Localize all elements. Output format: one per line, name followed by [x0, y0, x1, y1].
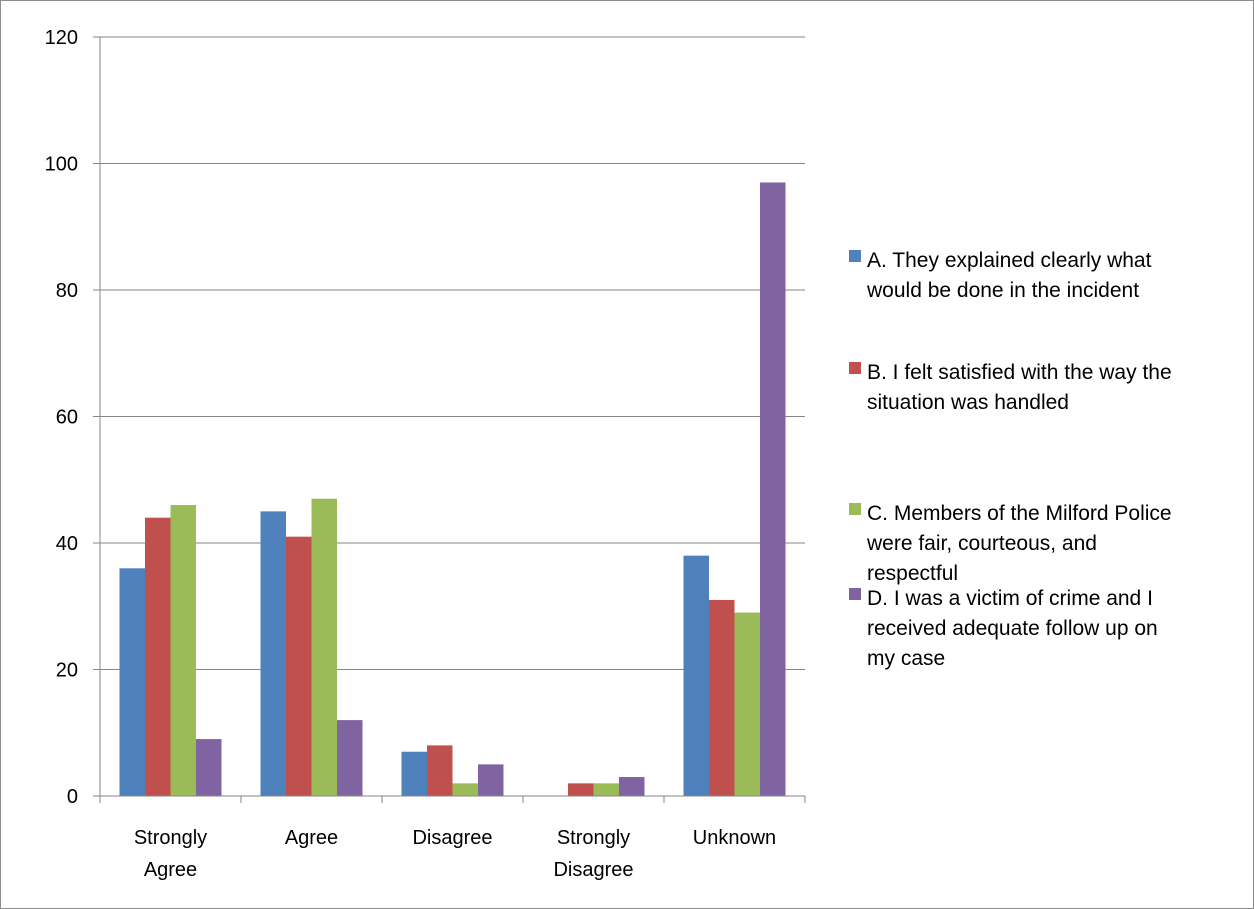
bar	[760, 182, 786, 797]
y-tick-labels: 0 20 40 60 80 100 120	[45, 27, 78, 808]
bar	[170, 505, 196, 796]
y-tick-label: 40	[56, 533, 78, 555]
legend-swatch	[849, 503, 861, 515]
y-tick-label: 20	[56, 660, 78, 682]
y-tick-label: 80	[56, 280, 78, 302]
bar	[401, 751, 427, 796]
bar	[452, 783, 478, 796]
legend-label: B. I felt satisfied with the way the situ…	[867, 361, 1172, 414]
legend: A. They explained clearly what would be d…	[849, 249, 1172, 670]
x-tick-label: Strongly Disagree	[553, 827, 633, 881]
bar	[427, 745, 453, 796]
x-tick-label: Unknown	[693, 827, 776, 849]
x-tick-label: Agree	[285, 827, 338, 849]
legend-label: C. Members of the Milford Police were fai…	[866, 502, 1172, 585]
bar	[568, 783, 594, 796]
bar	[734, 612, 760, 796]
bars	[119, 182, 786, 797]
bar	[286, 536, 312, 796]
x-tick-label: Strongly Agree	[134, 827, 207, 881]
bar	[478, 764, 504, 796]
bar	[311, 498, 337, 796]
bar	[337, 720, 363, 796]
bar	[683, 555, 709, 796]
legend-label: A. They explained clearly what would be d…	[866, 249, 1152, 302]
x-tick-labels: Strongly Agree Agree Disagree Strongly Disagr…	[134, 827, 776, 881]
y-tick-label: 60	[56, 407, 78, 429]
axes	[93, 36, 806, 803]
bar	[145, 517, 171, 796]
bar	[260, 511, 286, 796]
x-tick-label: Disagree	[412, 827, 492, 849]
bar	[196, 739, 222, 796]
bar	[709, 599, 735, 796]
legend-swatch	[849, 362, 861, 374]
y-tick-label: 120	[45, 27, 78, 49]
legend-swatch	[849, 588, 861, 600]
bar	[619, 777, 645, 796]
legend-swatch	[849, 250, 861, 262]
bar	[593, 783, 619, 796]
y-tick-label: 100	[45, 154, 78, 176]
y-tick-label: 0	[67, 786, 78, 808]
bar	[119, 568, 145, 796]
